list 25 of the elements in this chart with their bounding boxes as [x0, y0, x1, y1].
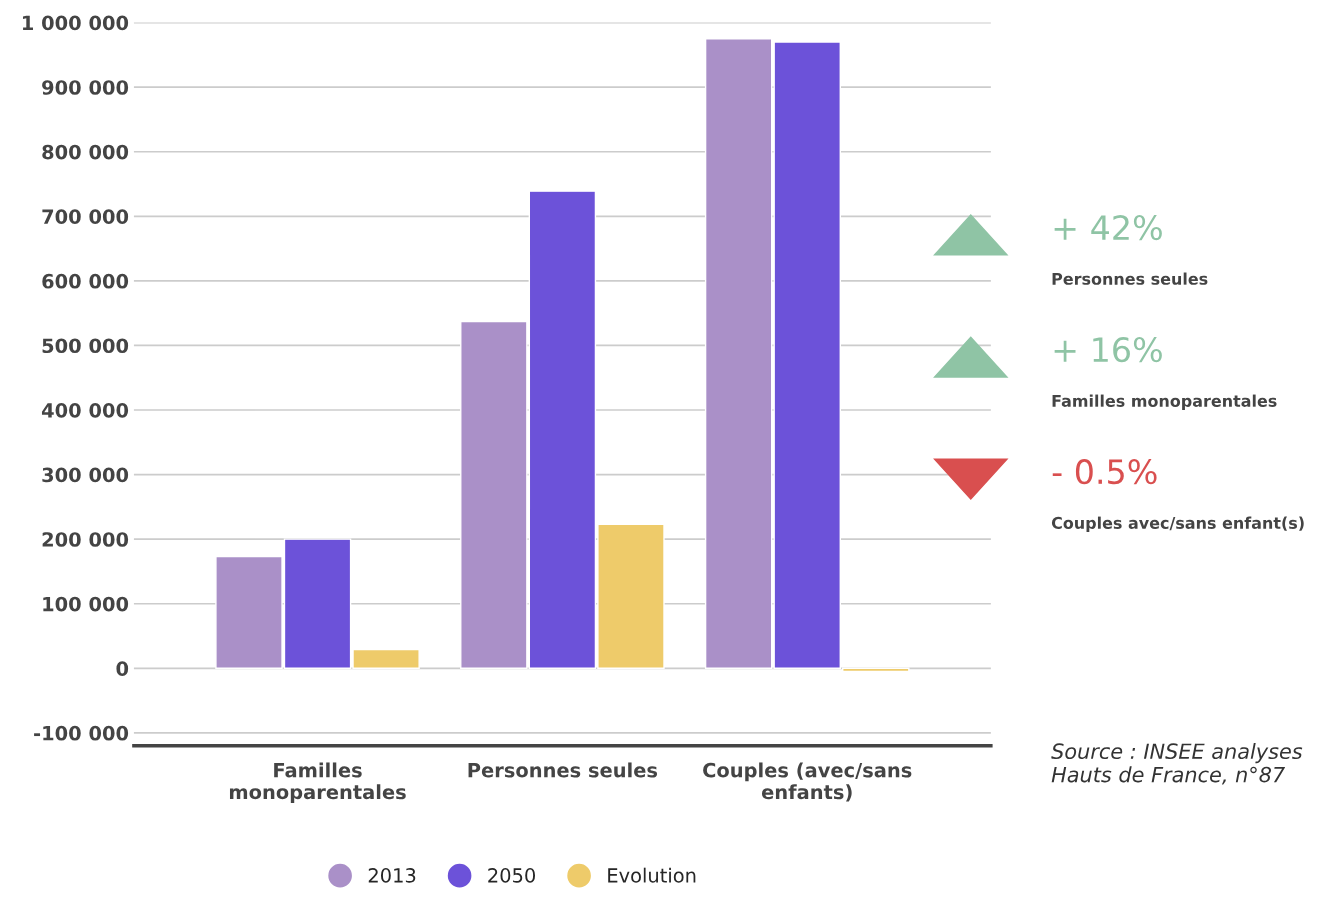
y-tick-label: 700 000 [42, 209, 129, 224]
legend-label: Evolution [608, 867, 696, 883]
text: Personnes seules [1052, 272, 1208, 285]
legend-label: 2050 [488, 868, 536, 883]
y-tick-label: 500 000 [42, 338, 129, 354]
text: + 16% [1054, 337, 1162, 363]
source-note: Source : INSEE analyses Hauts de France, n°87 [1051, 742, 1303, 785]
text: Familles monoparentales [1052, 394, 1277, 411]
y-tick-label: 100 000 [43, 596, 129, 612]
y-tick-label: 1 000 000 [22, 15, 129, 31]
y-tick-label: 600 000 [42, 273, 129, 289]
x-tick-label: Personnes seules [468, 762, 658, 778]
y-tick-label: 0 [116, 661, 129, 676]
x-tick-label: Couples (avec/sans enfants) [703, 762, 912, 802]
text: Couples avec/sans enfant(s) [1051, 516, 1304, 533]
y-tick-label: 300 000 [42, 467, 129, 483]
y-tick-label: 800 000 [42, 144, 129, 160]
legend-label: 2013 [368, 868, 416, 883]
y-tick-label: 900 000 [42, 80, 129, 95]
x-tick-label: Familles monoparentales [229, 762, 406, 804]
y-tick-label: 200 000 [42, 532, 129, 547]
text: + 42% [1054, 214, 1162, 241]
y-tick-label: 400 000 [41, 402, 129, 418]
y-tick-label: -100 000 [34, 725, 129, 741]
text: - 0.5% [1052, 459, 1157, 485]
